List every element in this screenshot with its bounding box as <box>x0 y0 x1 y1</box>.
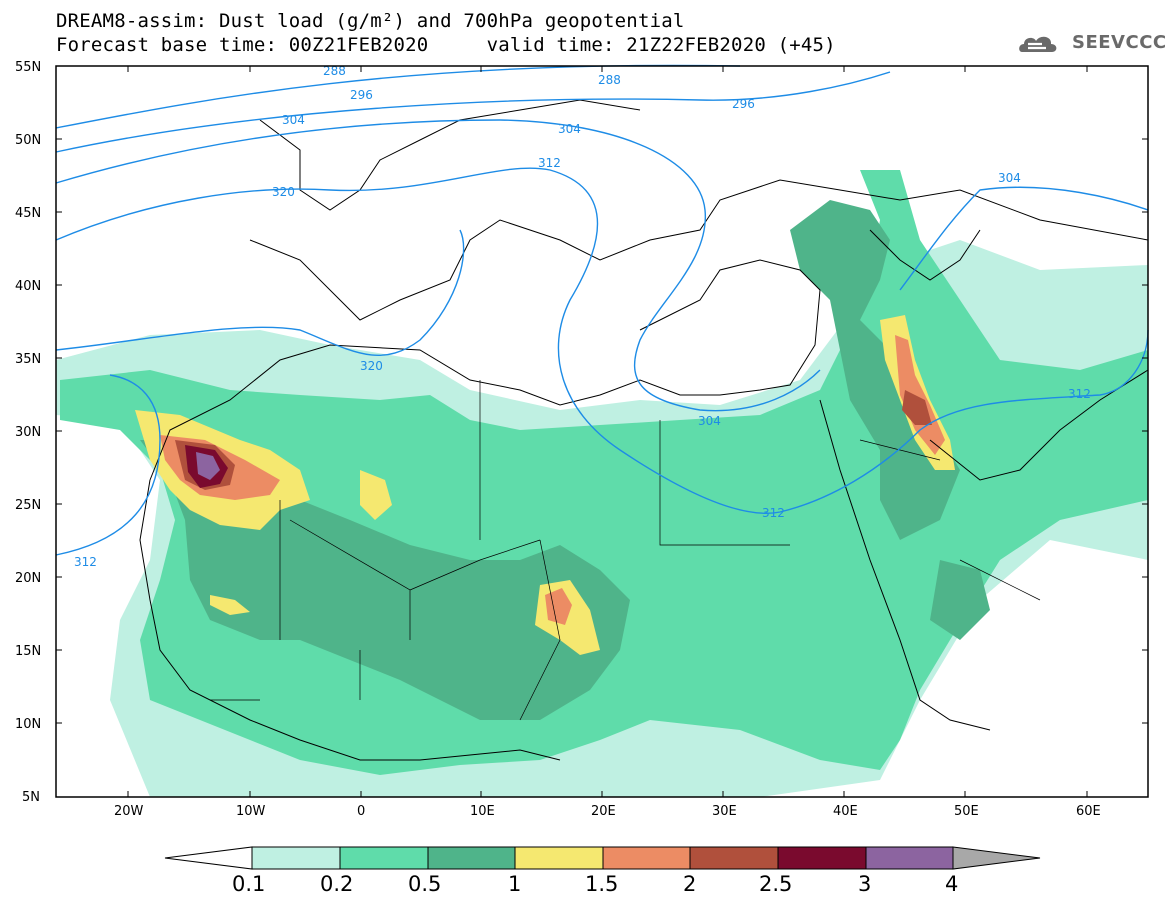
contour-label: 304 <box>998 171 1021 185</box>
contour-label: 304 <box>282 113 305 127</box>
contour-label: 288 <box>598 73 621 87</box>
colorbar-bin <box>514 846 604 870</box>
lon-label: 40E <box>833 804 858 819</box>
contour-label: 320 <box>360 359 383 373</box>
map-title: DREAM8-assim: Dust load (g/m²) and 700hP… <box>56 10 685 32</box>
contour-label: 304 <box>698 414 721 428</box>
lat-label: 35N <box>15 352 41 367</box>
dust-shading <box>56 170 1148 797</box>
colorbar-label: 0.5 <box>408 872 442 896</box>
colorbar-label: 2 <box>683 872 697 896</box>
lat-label: 5N <box>22 790 40 805</box>
colorbar-label: 0.2 <box>320 872 354 896</box>
coastlines <box>139 99 1149 761</box>
lat-label: 50N <box>15 133 41 148</box>
colorbar-bin <box>865 846 954 870</box>
colorbar-bin <box>427 846 516 870</box>
lat-label: 25N <box>15 498 41 513</box>
contour-label: 288 <box>323 64 346 78</box>
contour-label: 296 <box>350 88 373 102</box>
contour-label: 312 <box>1068 387 1091 401</box>
colorbar-label: 1.5 <box>585 872 619 896</box>
lon-label: 20E <box>591 804 616 819</box>
contour-label: 312 <box>74 555 97 569</box>
lon-label: 20W <box>114 804 144 819</box>
geopotential-contours <box>55 64 1149 556</box>
contour-label: 312 <box>538 156 561 170</box>
colorbar-bin <box>689 846 779 870</box>
colorbar-label: 0.1 <box>232 872 266 896</box>
colorbar-under <box>164 846 253 870</box>
colorbar-label: 4 <box>945 872 959 896</box>
lat-label: 30N <box>15 425 41 440</box>
contour-label: 312 <box>762 506 785 520</box>
lat-label: 45N <box>15 206 41 221</box>
lon-label: 60E <box>1076 804 1101 819</box>
colorbar <box>164 846 1041 870</box>
lon-label: 0 <box>357 804 365 819</box>
lon-label: 10W <box>236 804 266 819</box>
contour-label: 296 <box>732 97 755 111</box>
forecast-time-line: Forecast base time: 00Z21FEB2020 valid t… <box>56 34 836 56</box>
contour-label: 304 <box>558 122 581 136</box>
colorbar-over <box>952 846 1041 870</box>
cloud-icon <box>1019 36 1057 52</box>
colorbar-bin <box>251 846 341 870</box>
colorbar-bin <box>339 846 429 870</box>
lon-label: 10E <box>470 804 495 819</box>
lon-label: 50E <box>954 804 979 819</box>
lon-label: 30E <box>712 804 737 819</box>
logo-text: SEEVCCC <box>1072 32 1165 53</box>
borders <box>210 380 1041 721</box>
colorbar-bin <box>602 846 691 870</box>
colorbar-label: 3 <box>858 872 872 896</box>
colorbar-label: 1 <box>508 872 522 896</box>
lon-axis: 20W 10W 0 10E 20E 30E 40E 50E 60E <box>114 66 1101 819</box>
lat-label: 55N <box>15 60 41 75</box>
colorbar-bin <box>777 846 867 870</box>
lat-label: 10N <box>15 717 41 732</box>
lat-axis: 55N 50N 45N 40N 35N 30N 25N 20N 15N 10N … <box>15 60 1148 805</box>
lat-label: 20N <box>15 571 41 586</box>
lat-label: 15N <box>15 644 41 659</box>
lat-label: 40N <box>15 279 41 294</box>
contour-label: 320 <box>272 185 295 199</box>
colorbar-label: 2.5 <box>759 872 793 896</box>
contour-labels: 288 288 296 296 304 304 304 304 312 312 … <box>74 64 1091 569</box>
